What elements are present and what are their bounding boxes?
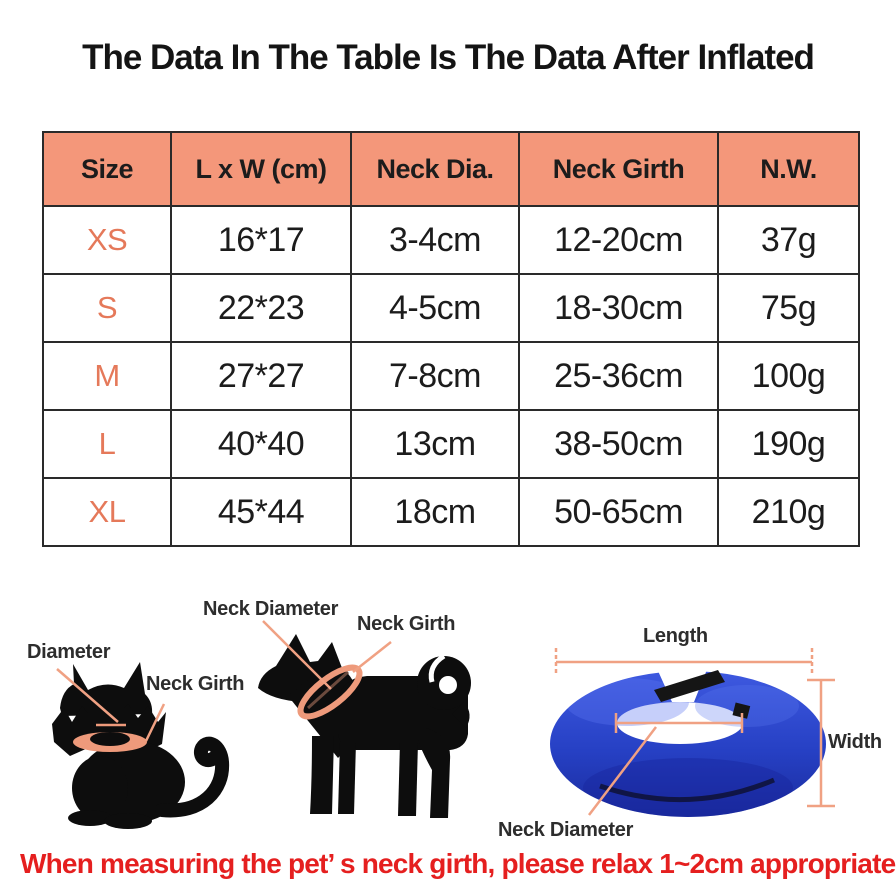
cell-nw: 75g: [717, 273, 860, 343]
header-neck-girth: Neck Girth: [518, 131, 719, 207]
cell-size: M: [42, 341, 172, 411]
cell-size: XL: [42, 477, 172, 547]
cell-nw: 210g: [717, 477, 860, 547]
cell-neck-girth: 12-20cm: [518, 205, 719, 275]
cell-neck-girth: 38-50cm: [518, 409, 719, 479]
cell-nw: 190g: [717, 409, 860, 479]
cell-lxw: 40*40: [170, 409, 352, 479]
cell-size: XS: [42, 205, 172, 275]
header-nw: N.W.: [717, 131, 860, 207]
cell-lxw: 45*44: [170, 477, 352, 547]
cat-silhouette-image: [52, 662, 230, 829]
cell-neck-dia: 13cm: [350, 409, 520, 479]
cell-neck-girth: 18-30cm: [518, 273, 719, 343]
cell-nw: 37g: [717, 205, 860, 275]
cat-diameter-label: Diameter: [27, 641, 111, 663]
cell-neck-dia: 7-8cm: [350, 341, 520, 411]
table-row: M 27*27 7-8cm 25-36cm 100g: [42, 341, 860, 411]
inflatable-collar-image: [550, 662, 826, 817]
cell-neck-girth: 25-36cm: [518, 341, 719, 411]
collar-neck-diameter-label: Neck Diameter: [498, 819, 634, 841]
cell-lxw: 22*23: [170, 273, 352, 343]
dog-neck-diameter-label: Neck Diameter: [203, 598, 339, 620]
collar-width-label: Width: [828, 731, 882, 753]
table-row: S 22*23 4-5cm 18-30cm 75g: [42, 273, 860, 343]
cell-neck-girth: 50-65cm: [518, 477, 719, 547]
cell-nw: 100g: [717, 341, 860, 411]
table-header-row: Size L x W (cm) Neck Dia. Neck Girth N.W…: [42, 131, 860, 207]
page-title: The Data In The Table Is The Data After …: [82, 38, 815, 77]
header-size: Size: [42, 131, 172, 207]
cell-neck-dia: 3-4cm: [350, 205, 520, 275]
table-row: XS 16*17 3-4cm 12-20cm 37g: [42, 205, 860, 275]
cell-neck-dia: 4-5cm: [350, 273, 520, 343]
cell-size: L: [42, 409, 172, 479]
collar-length-label: Length: [643, 625, 708, 647]
header-neck-dia: Neck Dia.: [350, 131, 520, 207]
dog-neck-girth-label: Neck Girth: [357, 613, 456, 635]
measurement-note: When measuring the pet’ s neck girth, pl…: [20, 848, 896, 879]
cell-size: S: [42, 273, 172, 343]
cell-lxw: 27*27: [170, 341, 352, 411]
cell-lxw: 16*17: [170, 205, 352, 275]
cell-neck-dia: 18cm: [350, 477, 520, 547]
table-row: XL 45*44 18cm 50-65cm 210g: [42, 477, 860, 547]
table-row: L 40*40 13cm 38-50cm 190g: [42, 409, 860, 479]
header-lxw: L x W (cm): [170, 131, 352, 207]
size-chart-table: Size L x W (cm) Neck Dia. Neck Girth N.W…: [42, 131, 860, 547]
cat-neck-girth-label: Neck Girth: [146, 673, 245, 695]
dog-silhouette-image: [258, 634, 471, 818]
